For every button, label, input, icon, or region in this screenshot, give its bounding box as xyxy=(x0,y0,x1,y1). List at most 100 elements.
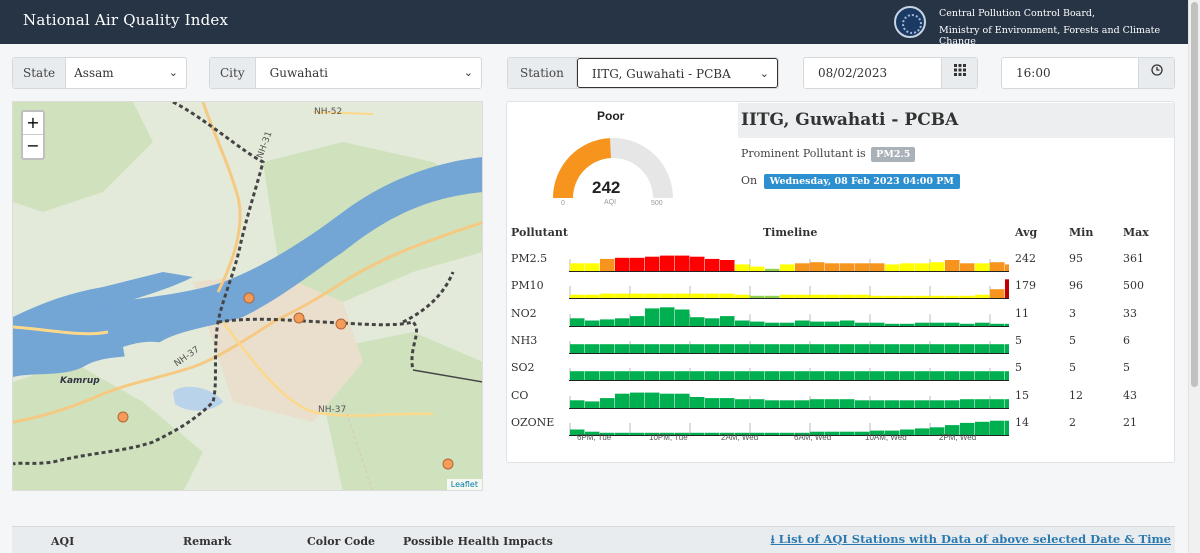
timeline-bar[interactable] xyxy=(570,263,585,271)
timeline-bar[interactable] xyxy=(825,431,840,435)
timeline-bar[interactable] xyxy=(705,293,720,299)
timeline-bar[interactable] xyxy=(780,344,795,353)
timeline-bar[interactable] xyxy=(825,294,840,299)
timeline-bar[interactable] xyxy=(975,263,990,271)
timeline-bar[interactable] xyxy=(795,344,810,353)
timeline-bar[interactable] xyxy=(915,428,930,435)
timeline-bar[interactable] xyxy=(960,422,975,435)
timeline-bar[interactable] xyxy=(570,294,585,299)
timeline-bar[interactable] xyxy=(705,317,720,326)
timeline-bar[interactable] xyxy=(660,432,675,435)
timeline-bar[interactable] xyxy=(855,344,870,353)
timeline-bar[interactable] xyxy=(750,371,765,381)
timeline-bar[interactable] xyxy=(960,296,975,299)
timeline-bar[interactable] xyxy=(630,315,645,326)
timeline-bar[interactable] xyxy=(780,432,795,435)
timeline-bar[interactable] xyxy=(870,263,885,271)
timeline-bar[interactable] xyxy=(765,344,780,353)
timeline-bar[interactable] xyxy=(765,322,780,326)
timeline-bar[interactable] xyxy=(720,432,735,435)
timeline-bar[interactable] xyxy=(945,322,960,326)
timeline-bar[interactable] xyxy=(720,344,735,353)
state-select[interactable]: Assam ⌄ xyxy=(66,58,186,88)
timeline-bar[interactable] xyxy=(735,320,750,326)
timeline-bar[interactable] xyxy=(810,371,825,381)
timeline-bar[interactable] xyxy=(705,344,720,353)
timeline-bar[interactable] xyxy=(990,371,1005,381)
timeline-bar[interactable] xyxy=(675,371,690,381)
timeline-bar[interactable] xyxy=(825,398,840,408)
timeline-bar[interactable] xyxy=(600,432,615,435)
timeline-bar[interactable] xyxy=(615,344,630,353)
timeline-bar[interactable] xyxy=(570,317,585,326)
timeline-bar[interactable] xyxy=(930,371,945,381)
timeline-bar[interactable] xyxy=(840,431,855,435)
timeline-bar[interactable] xyxy=(885,399,900,408)
timeline-bar[interactable] xyxy=(915,399,930,408)
station-map[interactable]: NH-52 NH-31 NH-37 NH-37 Kamrup + − Leafl… xyxy=(12,101,483,491)
timeline-bar[interactable] xyxy=(660,255,675,271)
timeline-bar[interactable] xyxy=(1005,323,1009,326)
timeline-bar[interactable] xyxy=(675,293,690,299)
timeline-bar[interactable] xyxy=(690,256,705,271)
timeline-bar[interactable] xyxy=(585,400,600,408)
timeline-bar[interactable] xyxy=(645,392,660,408)
calendar-icon[interactable] xyxy=(941,58,977,88)
timeline-bar[interactable] xyxy=(675,393,690,408)
timeline-bar[interactable] xyxy=(810,398,825,408)
timeline-bar[interactable] xyxy=(660,306,675,326)
timeline-bar[interactable] xyxy=(810,321,825,326)
timeline-bar[interactable] xyxy=(750,266,765,271)
timeline-bar[interactable] xyxy=(765,371,780,381)
timeline-bar[interactable] xyxy=(870,430,885,435)
timeline-bar[interactable] xyxy=(1005,344,1009,353)
timeline-bar[interactable] xyxy=(915,322,930,326)
timeline-bar[interactable] xyxy=(870,371,885,381)
timeline-bar[interactable] xyxy=(780,399,795,408)
timeline-bar[interactable] xyxy=(960,344,975,353)
timeline-bar[interactable] xyxy=(1005,279,1009,299)
timeline-bar[interactable] xyxy=(795,371,810,381)
timeline-bar[interactable] xyxy=(615,432,630,435)
timeline-bar[interactable] xyxy=(945,296,960,299)
timeline-bar[interactable] xyxy=(705,397,720,408)
timeline-bar[interactable] xyxy=(600,371,615,381)
timeline-bar[interactable] xyxy=(675,255,690,271)
timeline-bar[interactable] xyxy=(645,371,660,381)
timeline-bar[interactable] xyxy=(840,398,855,408)
timeline-bar[interactable] xyxy=(645,293,660,299)
timeline-bar[interactable] xyxy=(765,296,780,299)
timeline-bar[interactable] xyxy=(585,431,600,435)
timeline-bar[interactable] xyxy=(855,371,870,381)
timeline-bar[interactable] xyxy=(600,397,615,408)
timeline-bar[interactable] xyxy=(765,268,780,271)
timeline-bar[interactable] xyxy=(810,294,825,299)
timeline-bar[interactable] xyxy=(945,399,960,408)
timeline-bar[interactable] xyxy=(750,344,765,353)
timeline-bar[interactable] xyxy=(795,320,810,326)
timeline-bar[interactable] xyxy=(945,371,960,381)
timeline-bar[interactable] xyxy=(960,323,975,326)
date-input[interactable]: 08/02/2023 xyxy=(818,66,888,80)
timeline-bar[interactable] xyxy=(885,344,900,353)
timeline-bar[interactable] xyxy=(615,393,630,408)
timeline-bar[interactable] xyxy=(990,420,1005,435)
timeline-bar[interactable] xyxy=(630,371,645,381)
timeline-bar[interactable] xyxy=(765,432,780,435)
timeline-bar[interactable] xyxy=(990,344,1005,353)
timeline-bar[interactable] xyxy=(870,322,885,326)
timeline-bar[interactable] xyxy=(915,344,930,353)
timeline-bar[interactable] xyxy=(750,296,765,299)
timeline-bar[interactable] xyxy=(810,344,825,353)
map-canvas[interactable] xyxy=(13,102,483,491)
timeline-bar[interactable] xyxy=(900,399,915,408)
timeline-bar[interactable] xyxy=(600,344,615,353)
timeline-bar[interactable] xyxy=(840,320,855,326)
leaflet-attribution[interactable]: Leaflet xyxy=(446,479,482,490)
timeline-bar[interactable] xyxy=(720,371,735,381)
timeline-bar[interactable] xyxy=(570,429,585,435)
timeline-bar[interactable] xyxy=(900,296,915,299)
timeline-bar[interactable] xyxy=(735,398,750,408)
timeline-bar[interactable] xyxy=(975,398,990,408)
timeline-bar[interactable] xyxy=(570,371,585,381)
